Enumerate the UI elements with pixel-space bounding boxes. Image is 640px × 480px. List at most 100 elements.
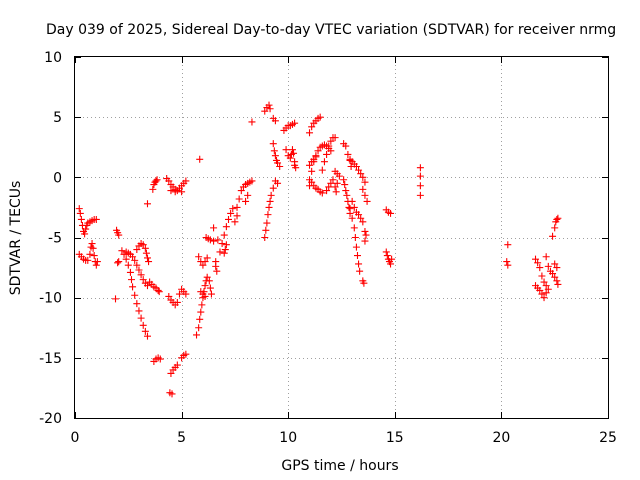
data-point [270, 147, 278, 155]
series-arc-aj [359, 185, 371, 287]
data-point [266, 105, 274, 113]
data-point [341, 181, 349, 189]
data-point [81, 230, 89, 238]
data-point [266, 197, 274, 205]
data-point [359, 185, 367, 193]
data-point [131, 256, 139, 264]
data-point [173, 298, 181, 306]
data-point [222, 223, 230, 231]
series-arc-s [261, 177, 282, 241]
data-point [145, 258, 153, 266]
x-tick-label: 25 [599, 430, 617, 446]
data-point [274, 179, 282, 187]
data-point [156, 355, 164, 363]
data-point [133, 261, 141, 269]
data-point [201, 282, 209, 290]
data-point [290, 149, 298, 157]
series-arc-ab [318, 134, 339, 174]
x-tick-label: 10 [279, 430, 297, 446]
series-arc-f [133, 240, 153, 266]
series-arc-af [340, 140, 355, 171]
data-point [196, 155, 204, 163]
data-point [351, 234, 359, 241]
data-series [75, 101, 562, 398]
data-point [504, 241, 512, 249]
data-point [551, 224, 559, 232]
data-point [331, 134, 339, 142]
series-arc-al [416, 164, 424, 199]
data-point [335, 172, 343, 180]
data-point [544, 285, 552, 293]
data-point [332, 188, 340, 196]
series-arc-ag [346, 155, 369, 186]
series-arc-ac [306, 153, 320, 169]
data-point [214, 236, 222, 244]
data-point [229, 205, 237, 213]
data-point [114, 259, 122, 267]
grid [75, 57, 608, 418]
data-point [551, 260, 559, 268]
series-arc-g [146, 278, 163, 296]
data-point [361, 191, 369, 199]
data-point [115, 231, 123, 239]
data-point [267, 191, 275, 199]
y-tick-label: 10 [44, 50, 62, 66]
data-point [135, 307, 143, 315]
series-arc-t [261, 101, 279, 125]
y-tick-label: -15 [39, 351, 62, 367]
data-point [262, 226, 270, 234]
data-point [542, 253, 550, 261]
y-axis-title: SDTVAR / TECUs [8, 181, 24, 296]
data-point [350, 203, 358, 211]
data-point [207, 290, 215, 298]
data-point [340, 176, 348, 184]
y-tick-label: 5 [53, 110, 62, 126]
data-point [221, 246, 229, 254]
data-point [265, 203, 273, 211]
data-point [233, 203, 241, 211]
data-point [325, 142, 333, 150]
data-point [361, 227, 369, 235]
data-point [325, 183, 333, 191]
data-point [549, 270, 557, 278]
data-point [142, 249, 150, 257]
y-tick-label: -5 [48, 231, 62, 247]
series-arc-p [216, 205, 237, 257]
series-arc-ah [346, 205, 364, 275]
series-arc-z [306, 113, 324, 137]
data-point [416, 164, 424, 172]
data-point [92, 261, 100, 269]
data-point [361, 237, 369, 245]
data-point [323, 150, 331, 158]
data-point [333, 179, 341, 187]
data-point [538, 290, 546, 298]
series-arc-r [242, 118, 256, 205]
data-point [318, 166, 326, 174]
data-point [359, 173, 367, 181]
series-arc-ae [340, 176, 354, 217]
data-point [92, 215, 100, 223]
data-point [503, 258, 511, 266]
data-point [549, 232, 557, 240]
data-point [355, 211, 363, 219]
data-point [544, 262, 552, 270]
data-point [153, 176, 161, 184]
series-arc-n [195, 253, 211, 300]
data-point [133, 300, 141, 308]
series-arc-d [118, 247, 151, 340]
series-arc-am [503, 241, 512, 269]
data-point [308, 167, 316, 175]
series-arc-ad [331, 167, 343, 196]
data-point [178, 188, 186, 196]
data-point [213, 267, 221, 275]
series-arc-h [143, 176, 161, 208]
series-arc-v [282, 146, 298, 162]
data-point [312, 153, 320, 161]
plot-frame [74, 56, 609, 419]
data-point [551, 273, 559, 281]
data-point [265, 101, 273, 109]
data-point [348, 214, 356, 222]
data-point [124, 261, 132, 269]
data-point [532, 255, 540, 263]
data-point [195, 324, 203, 332]
